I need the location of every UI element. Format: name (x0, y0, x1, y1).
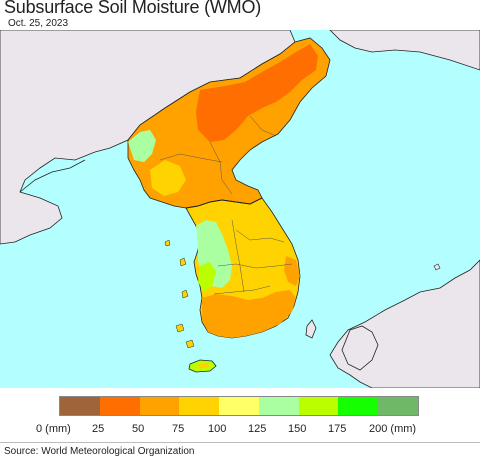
map-svg (0, 30, 480, 388)
map-title: Subsurface Soil Moisture (WMO) (4, 0, 262, 17)
legend-swatch-8 (378, 397, 419, 415)
source-credit: Source: World Meteorological Organizatio… (4, 446, 195, 457)
nk-wet-zone (128, 130, 156, 162)
legend-label-7: 175 (328, 423, 347, 435)
legend-swatch-2 (139, 397, 180, 415)
legend-label-2: 50 (132, 423, 145, 435)
sk-lime-zone (198, 262, 216, 292)
legend-swatch-5 (258, 397, 299, 415)
jeju-center (198, 363, 210, 369)
legend-labels: 0 (mm) 25 50 75 100 125 150 175 200 (mm) (0, 423, 480, 437)
footer-divider (0, 442, 480, 443)
legend-swatch-6 (298, 397, 339, 415)
legend-swatch-4 (219, 397, 259, 415)
nk-yellow-zone (150, 160, 186, 196)
legend-label-8: 200 (mm) (369, 423, 417, 435)
legend-label-3: 75 (172, 423, 185, 435)
legend-swatch-7 (338, 397, 379, 415)
map-area (0, 30, 480, 388)
legend-label-1: 25 (92, 423, 105, 435)
russia-landmass (329, 30, 480, 71)
legend-label-5: 125 (248, 423, 267, 435)
ulleung-island (433, 263, 441, 271)
legend-swatch-3 (179, 397, 220, 415)
sk-east-orange (284, 256, 300, 286)
tsushima-island (305, 319, 317, 339)
dmz-border (185, 197, 263, 209)
nk-dry-zone (196, 44, 318, 142)
legend-label-4: 100 (208, 423, 227, 435)
legend-color-bar (59, 396, 419, 416)
sk-orange-zone (202, 290, 296, 338)
liaodong-coast (19, 159, 86, 193)
map-date: Oct. 25, 2023 (8, 18, 69, 29)
kyushu-island (341, 325, 379, 371)
province-lines (159, 115, 293, 295)
legend-swatch-1 (99, 397, 140, 415)
coastal-islands (164, 239, 195, 349)
legend-swatch-0 (60, 397, 100, 415)
legend-label-0: 0 (mm) (36, 423, 71, 435)
legend-label-6: 150 (288, 423, 307, 435)
